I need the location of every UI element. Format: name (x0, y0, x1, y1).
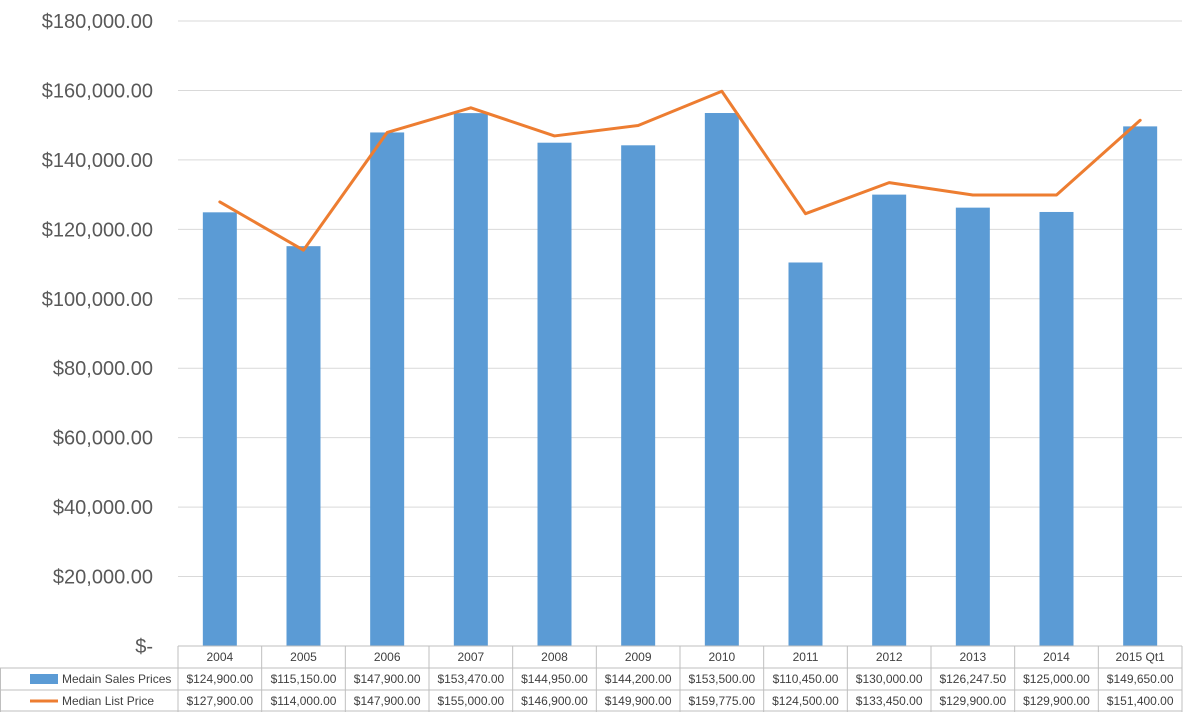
category-label: 2015 Qt1 (1115, 650, 1165, 664)
category-label: 2004 (206, 650, 233, 664)
data-label: $133,450.00 (856, 694, 923, 708)
data-label: $149,650.00 (1107, 672, 1174, 686)
category-label: 2006 (374, 650, 401, 664)
data-label: $124,900.00 (186, 672, 253, 686)
bar (1123, 126, 1158, 646)
bar (704, 113, 739, 646)
bar (370, 132, 405, 647)
line-series-path (218, 89, 1142, 252)
category-label: 2014 (1043, 650, 1070, 664)
y-tick-label: $80,000.00 (53, 358, 153, 380)
data-label: $144,200.00 (605, 672, 672, 686)
y-tick-label: $- (135, 636, 153, 658)
bar (1039, 211, 1074, 646)
y-tick-label: $160,000.00 (42, 80, 153, 102)
category-label: 2009 (625, 650, 652, 664)
category-label: 2010 (708, 650, 735, 664)
bar (537, 142, 572, 646)
data-label: $147,900.00 (354, 672, 421, 686)
bar (286, 246, 321, 646)
category-label: 2011 (793, 650, 819, 664)
y-tick-label: $40,000.00 (53, 497, 153, 519)
bar (453, 113, 488, 647)
bar (788, 262, 823, 646)
category-label: 2005 (290, 650, 317, 664)
category-label: 2013 (959, 650, 986, 664)
data-table: 2004 2005 2006 2007 2008 2009 2010 2011 2012 2013… (0, 645, 1183, 712)
data-label: $110,450.00 (773, 672, 839, 686)
data-label: $146,900.00 (521, 694, 588, 708)
data-label: $129,900.00 (1023, 694, 1090, 708)
data-label: $125,000.00 (1023, 672, 1090, 686)
data-label: $149,900.00 (605, 694, 672, 708)
data-label: $153,500.00 (688, 672, 755, 686)
data-label: $127,900.00 (186, 694, 253, 708)
category-label: 2007 (457, 650, 484, 664)
data-label: $159,775.00 (688, 694, 755, 708)
data-label: $155,000.00 (437, 694, 504, 708)
y-tick-label: $100,000.00 (42, 289, 153, 311)
legend-entry: Median List Price (62, 694, 154, 708)
line-series (218, 89, 1142, 252)
data-label: $114,000.00 (271, 694, 337, 708)
legend-key-bar (30, 674, 58, 684)
data-label: $144,950.00 (521, 672, 588, 686)
data-label: $126,247.50 (939, 672, 1006, 686)
bar (202, 212, 237, 646)
data-label: $151,400.00 (1107, 694, 1174, 708)
data-label: $124,500.00 (772, 694, 839, 708)
y-axis-tick-labels: $- $20,000.00 $40,000.00 $60,000.00 $80,000.… (42, 11, 153, 658)
bar-series (202, 113, 1158, 647)
category-label: 2012 (876, 650, 903, 664)
y-tick-label: $140,000.00 (42, 150, 153, 172)
category-label: 2008 (541, 650, 568, 664)
data-label: $129,900.00 (939, 694, 1006, 708)
bar (621, 145, 656, 647)
y-tick-label: $60,000.00 (53, 428, 153, 450)
y-tick-label: $180,000.00 (42, 11, 153, 33)
y-tick-label: $120,000.00 (42, 219, 153, 241)
grid-lines (178, 20, 1182, 578)
data-label: $147,900.00 (354, 694, 421, 708)
bar (872, 194, 907, 646)
data-label: $130,000.00 (856, 672, 923, 686)
legend-entry: Medain Sales Prices (62, 672, 171, 686)
bar (955, 207, 990, 646)
y-tick-label: $20,000.00 (53, 567, 153, 589)
data-label: $153,470.00 (437, 672, 504, 686)
data-label: $115,150.00 (271, 672, 337, 686)
